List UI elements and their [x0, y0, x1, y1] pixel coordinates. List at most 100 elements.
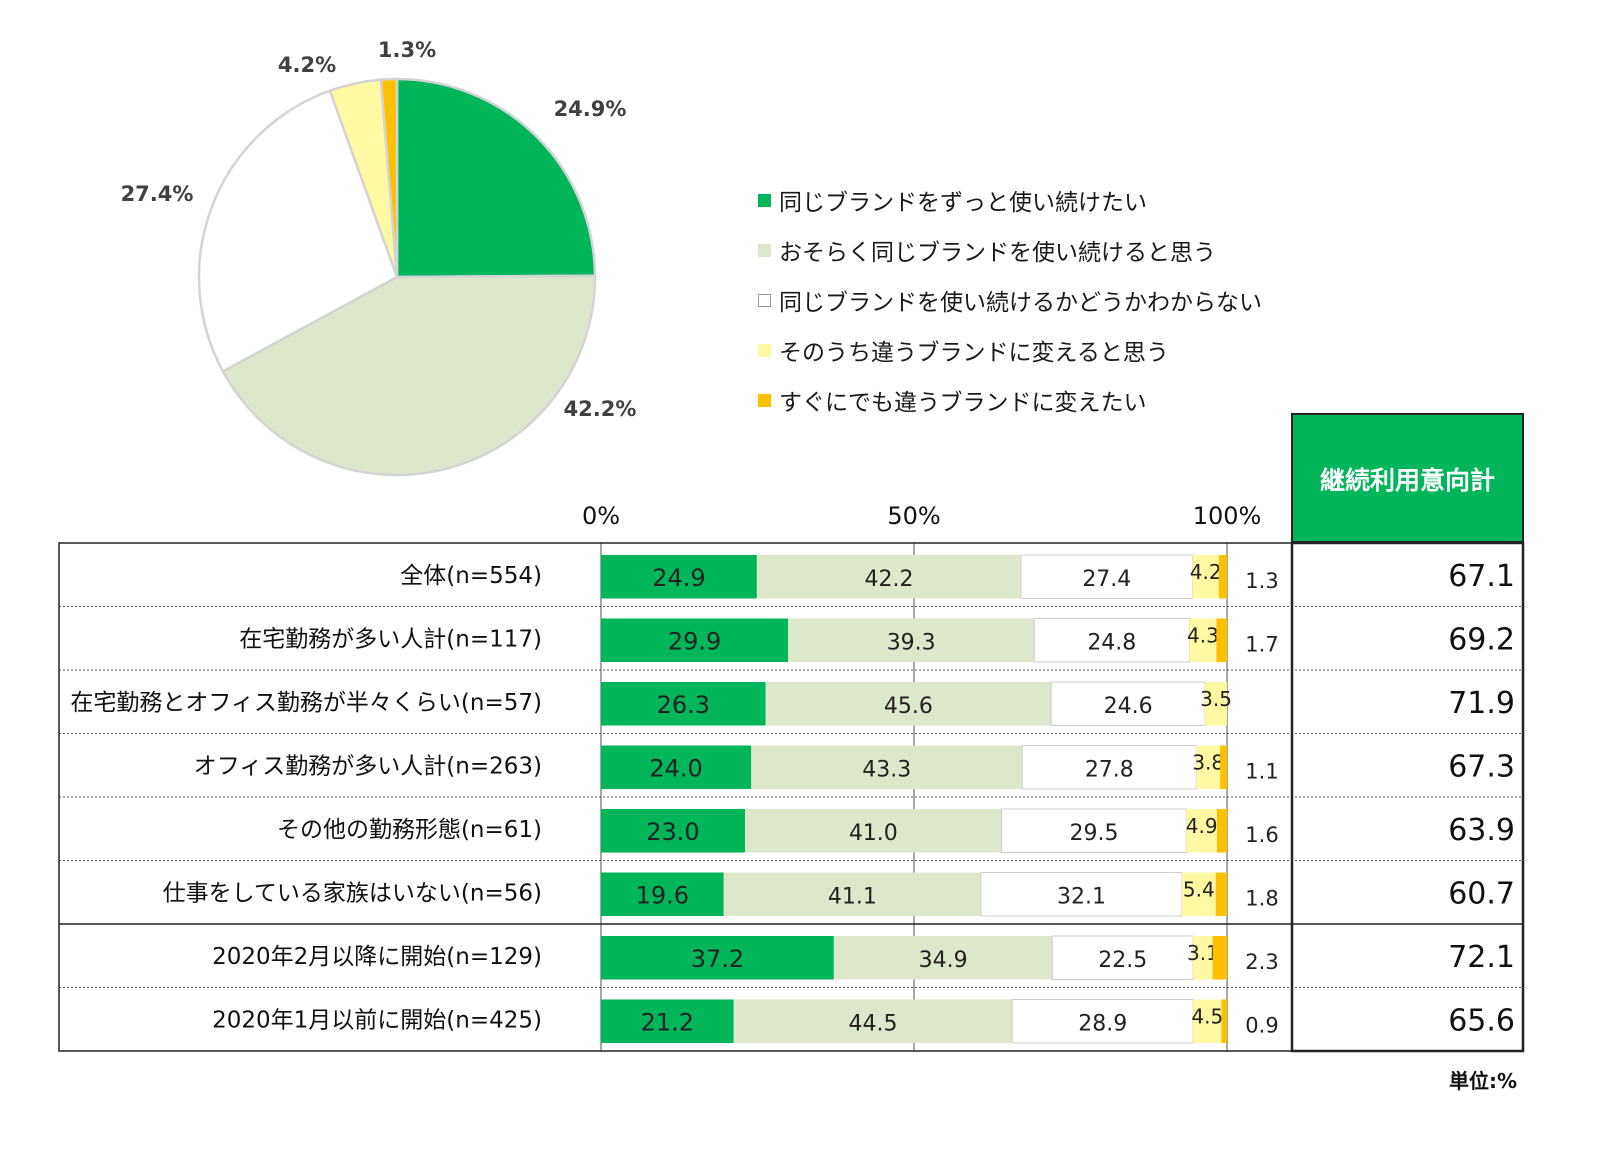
bar-data-label: 5.4 [1183, 877, 1215, 901]
bar-data-label: 37.2 [691, 945, 744, 973]
pie-legend: 同じブランドをずっと使い続けたい おそらく同じブランドを使い続けると思う 同じブ… [758, 175, 1262, 425]
legend-label: すぐにでも違うブランドに変えたい [779, 390, 1147, 416]
pie-data-label: 24.9% [554, 97, 627, 121]
bar-segment [751, 745, 1023, 789]
pie-data-label: 27.4% [121, 182, 194, 206]
total-value: 60.7 [1448, 876, 1515, 911]
legend-swatch [758, 393, 771, 407]
bar-data-label: 0.9 [1245, 1013, 1278, 1037]
bar-data-label: 24.6 [1104, 694, 1153, 719]
bar-segment [601, 682, 766, 726]
bar-data-label: 29.5 [1069, 821, 1118, 846]
bar-data-label: 4.2 [1190, 560, 1222, 584]
bar-data-label: 1.7 [1245, 632, 1278, 656]
bar-data-label: 26.3 [657, 691, 710, 719]
bar-data-label: 44.5 [849, 1011, 898, 1036]
bar-segment [1189, 618, 1217, 662]
total-header-cell [1291, 413, 1524, 543]
total-value: 72.1 [1448, 940, 1515, 975]
bar-segment [1186, 809, 1217, 853]
legend-item: 同じブランドをずっと使い続けたい [758, 175, 1262, 225]
bar-data-label: 29.9 [668, 627, 721, 655]
bar-segment [723, 872, 981, 916]
bar-data-label: 3.8 [1192, 750, 1224, 774]
total-value: 71.9 [1448, 686, 1515, 721]
bar-segment [1050, 681, 1206, 726]
legend-label: 同じブランドを使い続けるかどうかわからない [779, 290, 1262, 316]
bar-data-label: 28.9 [1078, 1011, 1127, 1036]
bar-segment [765, 682, 1052, 726]
bar-segment [1193, 936, 1213, 980]
bar-data-label: 1.6 [1245, 823, 1278, 847]
pie-slice [197, 89, 399, 373]
bar-segment [1212, 936, 1227, 980]
pie-data-label: 1.3% [378, 38, 436, 62]
bar-segment [744, 809, 1002, 853]
bar-data-label: 22.5 [1098, 948, 1147, 973]
category-label: 在宅勤務とオフィス勤務が半々くらい(n=57) [70, 690, 542, 716]
bar-data-label: 32.1 [1057, 884, 1106, 909]
bar-segment [1218, 555, 1227, 599]
bar-segment [1011, 999, 1194, 1044]
bar-segment [601, 618, 789, 662]
legend-item: おそらく同じブランドを使い続けると思う [758, 225, 1262, 275]
bar-data-label: 1.1 [1245, 759, 1278, 783]
legend-label: そのうち違うブランドに変えると思う [779, 340, 1169, 366]
total-value: 69.2 [1448, 622, 1515, 657]
legend-swatch [758, 243, 771, 257]
bar-data-label: 34.9 [919, 948, 968, 973]
category-label: その他の勤務形態(n=61) [277, 817, 542, 843]
bar-segment [601, 999, 734, 1043]
bar-data-label: 19.6 [636, 881, 689, 909]
pie-slice [395, 77, 597, 279]
bar-segment [1220, 745, 1227, 789]
bar-segment [733, 999, 1013, 1043]
bar-data-label: 1.8 [1245, 886, 1278, 910]
bar-data-label: 45.6 [884, 694, 933, 719]
bar-data-label: 4.5 [1191, 1004, 1223, 1028]
bar-segment [756, 555, 1022, 599]
bar-segment [1193, 999, 1222, 1043]
bar-segment [1192, 555, 1219, 599]
bar-segment [601, 936, 834, 980]
bar-data-label: 3.5 [1200, 687, 1232, 711]
pie-data-label: 42.2% [564, 397, 637, 421]
category-label: 在宅勤務が多い人計(n=117) [239, 626, 542, 652]
x-tick-label: 100% [1193, 502, 1262, 530]
bar-segment [1221, 999, 1227, 1043]
total-value: 65.6 [1448, 1003, 1515, 1038]
bar-segment [788, 618, 1035, 662]
bar-data-label: 4.9 [1186, 814, 1218, 838]
category-label: 2020年1月以前に開始(n=425) [212, 1007, 542, 1033]
bar-segment [1216, 809, 1227, 853]
category-label: 全体(n=554) [400, 563, 542, 589]
legend-swatch [758, 293, 771, 307]
category-label: 仕事をしている家族はいない(n=56) [163, 880, 542, 906]
legend-swatch [758, 193, 771, 207]
bar-data-label: 42.2 [864, 567, 913, 592]
bar-segment [833, 936, 1053, 980]
unit-note: 単位:% [1449, 1069, 1517, 1093]
bar-segment [601, 555, 757, 599]
x-tick-label: 50% [887, 502, 940, 530]
category-label: 2020年2月以降に開始(n=129) [212, 944, 542, 970]
bar-data-label: 23.0 [646, 818, 699, 846]
legend-item: 同じブランドを使い続けるかどうかわからない [758, 275, 1262, 325]
bar-data-label: 1.3 [1245, 569, 1278, 593]
bar-segment [1020, 554, 1194, 599]
bar-segment [601, 872, 724, 916]
bar-segment [1205, 682, 1227, 726]
bar-segment [1051, 935, 1194, 980]
bar-segment [1021, 745, 1197, 790]
legend-item: そのうち違うブランドに変えると思う [758, 325, 1262, 375]
total-value: 63.9 [1448, 813, 1515, 848]
legend-swatch [758, 343, 771, 357]
bar-segment [601, 809, 745, 853]
bar-data-label: 27.4 [1082, 567, 1131, 592]
bar-segment [980, 872, 1183, 917]
pie-slice [379, 77, 399, 278]
bar-data-label: 43.3 [862, 757, 911, 782]
total-column-frame [1290, 541, 1525, 1053]
x-tick-label: 0% [582, 502, 620, 530]
